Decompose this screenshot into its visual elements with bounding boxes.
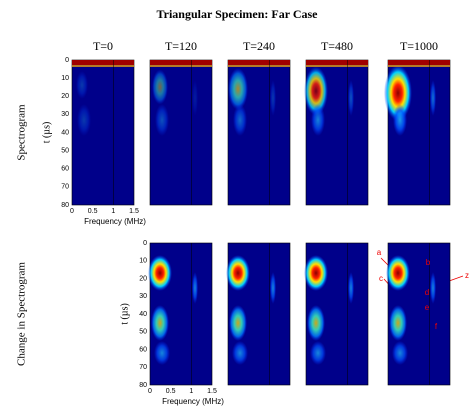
energy-blob — [154, 341, 170, 365]
energy-blob — [76, 71, 88, 99]
y-tick-label: 80 — [61, 202, 69, 209]
energy-blob — [393, 104, 407, 136]
figure-title: Triangular Specimen: Far Case — [157, 7, 319, 21]
energy-blob — [233, 104, 247, 136]
energy-blob — [226, 255, 250, 291]
x-tick-label: 0.5 — [166, 388, 176, 395]
annotation-label: z — [465, 271, 469, 280]
surface-band — [306, 60, 368, 65]
column-label: T=0 — [93, 39, 113, 53]
x-tick-label: 1 — [111, 208, 115, 215]
column-label: T=480 — [321, 39, 353, 53]
energy-blob — [192, 272, 198, 304]
column-label: T=240 — [243, 39, 275, 53]
y-tick-label: 60 — [61, 166, 69, 173]
surface-band-edge — [388, 65, 450, 67]
y-tick-label: 60 — [139, 346, 147, 353]
y-tick-label: 0 — [143, 240, 147, 247]
y-tick-label: 10 — [61, 75, 69, 82]
column-label: T=120 — [165, 39, 197, 53]
energy-blob — [311, 104, 325, 136]
energy-blob — [310, 341, 326, 365]
y-axis-label: t (µs) — [41, 122, 52, 144]
energy-blob — [348, 80, 354, 116]
annotation-label: c — [379, 274, 383, 283]
surface-band-edge — [228, 65, 290, 67]
x-tick-label: 1.5 — [129, 208, 139, 215]
y-tick-label: 20 — [61, 93, 69, 100]
energy-blob — [430, 80, 436, 116]
surface-band-edge — [306, 65, 368, 67]
surface-band-edge — [150, 65, 212, 67]
y-tick-label: 20 — [139, 275, 147, 282]
x-axis-label: Frequency (MHz) — [84, 217, 146, 226]
x-tick-label: 0 — [70, 208, 74, 215]
x-tick-label: 1 — [189, 388, 193, 395]
energy-blob — [307, 305, 325, 341]
energy-blob — [270, 272, 276, 304]
energy-blob — [232, 341, 248, 365]
annotation-label: f — [435, 322, 438, 331]
y-tick-label: 80 — [139, 382, 147, 389]
y-tick-label: 50 — [61, 147, 69, 154]
y-tick-label: 70 — [61, 184, 69, 191]
y-tick-label: 10 — [139, 258, 147, 265]
y-axis-label: t (µs) — [119, 303, 130, 325]
annotation-label: e — [425, 303, 430, 312]
x-tick-label: 0 — [148, 388, 152, 395]
surface-band — [72, 60, 134, 65]
row-label: Change in Spectrogram — [16, 262, 28, 366]
energy-blob — [229, 305, 247, 341]
x-tick-label: 1.5 — [207, 388, 217, 395]
y-tick-label: 30 — [61, 111, 69, 118]
column-label: T=1000 — [400, 39, 438, 53]
y-tick-label: 50 — [139, 329, 147, 336]
y-tick-label: 0 — [65, 57, 69, 64]
x-tick-label: 0.5 — [88, 208, 98, 215]
energy-blob — [384, 65, 412, 121]
surface-band — [150, 60, 212, 65]
y-tick-label: 40 — [139, 311, 147, 318]
surface-band-edge — [72, 65, 134, 67]
y-tick-label: 40 — [61, 129, 69, 136]
energy-blob — [148, 255, 172, 291]
energy-blob — [152, 69, 168, 105]
energy-blob — [386, 255, 410, 291]
energy-blob — [155, 104, 169, 136]
energy-blob — [151, 305, 169, 341]
y-tick-label: 70 — [139, 364, 147, 371]
annotation-label: b — [426, 258, 431, 267]
energy-blob — [389, 305, 407, 341]
annotation-label: a — [377, 248, 382, 257]
energy-blob — [304, 66, 328, 116]
annotation-label: d — [425, 288, 429, 297]
row-label: Spectrogram — [16, 104, 28, 161]
energy-blob — [392, 341, 408, 365]
energy-blob — [192, 80, 198, 116]
surface-band — [388, 60, 450, 65]
y-tick-label: 30 — [139, 293, 147, 300]
energy-blob — [348, 272, 354, 304]
energy-blob — [228, 68, 248, 110]
surface-band — [228, 60, 290, 65]
energy-blob — [77, 104, 91, 136]
energy-blob — [430, 272, 436, 304]
x-axis-label: Frequency (MHz) — [162, 397, 224, 406]
energy-blob — [304, 255, 328, 291]
energy-blob — [270, 80, 276, 116]
